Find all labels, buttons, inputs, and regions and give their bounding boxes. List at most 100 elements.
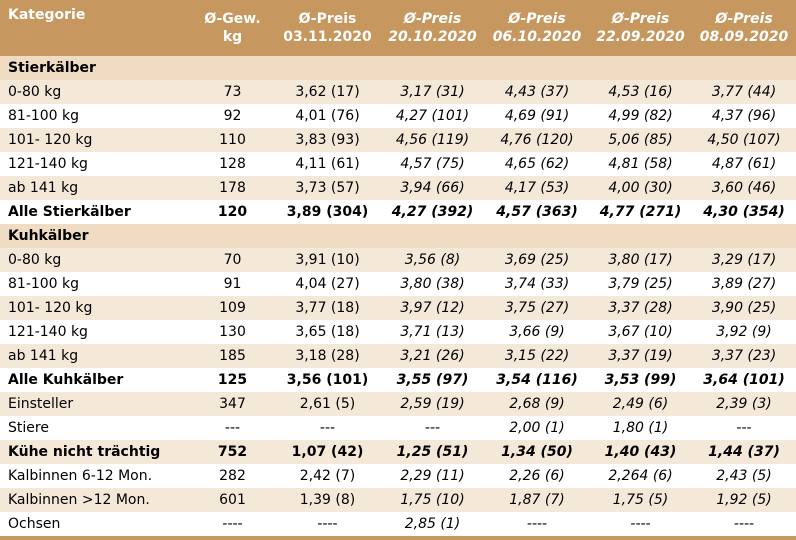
- weight-cell: 347: [190, 392, 275, 416]
- price-cell: 3,80 (17): [589, 248, 692, 272]
- price-cell: 3,37 (23): [692, 344, 796, 368]
- table-row: 81-100 kg 91 4,04 (27) 3,80 (38) 3,74 (33) 3,…: [0, 272, 796, 296]
- price-cell: 3,55 (97): [380, 368, 485, 392]
- section-row: Kuhkälber: [0, 224, 796, 248]
- price-cell: 4,76 (120): [485, 128, 589, 152]
- price-cell: 4,30 (354): [692, 200, 796, 224]
- price-cell: 3,92 (9): [692, 320, 796, 344]
- price-cell: 4,04 (27): [275, 272, 380, 296]
- price-cell: [485, 224, 589, 248]
- table-row: 121-140 kg 128 4,11 (61) 4,57 (75) 4,65 (62)…: [0, 152, 796, 176]
- price-cell: 4,69 (91): [485, 104, 589, 128]
- header-preis-5: Ø-Preis 08.09.2020: [692, 0, 796, 56]
- price-cell: 2,49 (6): [589, 392, 692, 416]
- price-cell: 2,42 (7): [275, 464, 380, 488]
- table-row: 101- 120 kg 110 3,83 (93) 4,56 (119) 4,76 (1…: [0, 128, 796, 152]
- price-cell: 3,97 (12): [380, 296, 485, 320]
- price-cell: 3,18 (28): [275, 344, 380, 368]
- weight-cell: 601: [190, 488, 275, 512]
- table-row: Alle Stierkälber 120 3,89 (304) 4,27 (392) 4…: [0, 200, 796, 224]
- table-row: Ochsen ---- ---- 2,85 (1) ---- ---- ----: [0, 512, 796, 536]
- price-cell: 4,77 (271): [589, 200, 692, 224]
- category-cell: ab 141 kg: [0, 176, 190, 200]
- category-cell: 121-140 kg: [0, 320, 190, 344]
- table-row: ab 141 kg 178 3,73 (57) 3,94 (66) 4,17 (53) 4…: [0, 176, 796, 200]
- price-cell: 3,54 (116): [485, 368, 589, 392]
- price-cell: ---: [275, 416, 380, 440]
- weight-cell: 185: [190, 344, 275, 368]
- header-gewicht: Ø-Gew. kg: [190, 0, 275, 56]
- price-cell: 3,21 (26): [380, 344, 485, 368]
- weight-cell: 130: [190, 320, 275, 344]
- weight-cell: 178: [190, 176, 275, 200]
- price-cell: 3,56 (8): [380, 248, 485, 272]
- price-cell: 4,11 (61): [275, 152, 380, 176]
- price-cell: 4,37 (96): [692, 104, 796, 128]
- table-row: 101- 120 kg 109 3,77 (18) 3,97 (12) 3,75 (27…: [0, 296, 796, 320]
- price-cell: 4,81 (58): [589, 152, 692, 176]
- price-cell: 2,26 (6): [485, 464, 589, 488]
- table-row: 0-80 kg 70 3,91 (10) 3,56 (8) 3,69 (25) 3,80 …: [0, 248, 796, 272]
- table-row: 81-100 kg 92 4,01 (76) 4,27 (101) 4,69 (91) 4…: [0, 104, 796, 128]
- category-cell: Alle Stierkälber: [0, 200, 190, 224]
- price-cell: 1,75 (10): [380, 488, 485, 512]
- category-cell: 81-100 kg: [0, 272, 190, 296]
- section-row: Stierkälber: [0, 56, 796, 80]
- price-cell: 4,17 (53): [485, 176, 589, 200]
- table-row: Einsteller 347 2,61 (5) 2,59 (19) 2,68 (9) 2,…: [0, 392, 796, 416]
- price-cell: 3,94 (66): [380, 176, 485, 200]
- weight-cell: 92: [190, 104, 275, 128]
- price-cell: 3,66 (9): [485, 320, 589, 344]
- price-cell: 4,53 (16): [589, 80, 692, 104]
- category-cell: ab 141 kg: [0, 344, 190, 368]
- price-cell: 3,29 (17): [692, 248, 796, 272]
- price-cell: 1,25 (51): [380, 440, 485, 464]
- price-cell: 3,83 (93): [275, 128, 380, 152]
- weight-cell: 91: [190, 272, 275, 296]
- price-cell: 1,44 (37): [692, 440, 796, 464]
- price-cell: 4,27 (101): [380, 104, 485, 128]
- category-cell: Stierkälber: [0, 56, 190, 80]
- price-cell: 4,01 (76): [275, 104, 380, 128]
- category-cell: Kalbinnen 6-12 Mon.: [0, 464, 190, 488]
- price-cell: ----: [692, 512, 796, 536]
- table-row: Alle Kuhkälber 125 3,56 (101) 3,55 (97) 3,54…: [0, 368, 796, 392]
- price-cell: 3,80 (38): [380, 272, 485, 296]
- price-cell: 4,43 (37): [485, 80, 589, 104]
- price-cell: 3,77 (44): [692, 80, 796, 104]
- price-cell: 1,75 (5): [589, 488, 692, 512]
- category-cell: 0-80 kg: [0, 80, 190, 104]
- price-cell: [275, 56, 380, 80]
- price-cell: 2,39 (3): [692, 392, 796, 416]
- price-cell: 3,77 (18): [275, 296, 380, 320]
- price-cell: 2,29 (11): [380, 464, 485, 488]
- category-cell: 101- 120 kg: [0, 296, 190, 320]
- price-cell: 3,53 (99): [589, 368, 692, 392]
- price-cell: 3,62 (17): [275, 80, 380, 104]
- price-cell: ----: [275, 512, 380, 536]
- price-cell: 3,73 (57): [275, 176, 380, 200]
- header-preis-3: Ø-Preis 06.10.2020: [485, 0, 589, 56]
- price-cell: [275, 224, 380, 248]
- weight-cell: 752: [190, 440, 275, 464]
- price-cell: 3,67 (10): [589, 320, 692, 344]
- category-cell: Kalbinnen >12 Mon.: [0, 488, 190, 512]
- price-cell: 4,56 (119): [380, 128, 485, 152]
- price-cell: [485, 56, 589, 80]
- price-cell: 1,39 (8): [275, 488, 380, 512]
- weight-cell: ----: [190, 512, 275, 536]
- weight-cell: 120: [190, 200, 275, 224]
- table-row: 0-80 kg 73 3,62 (17) 3,17 (31) 4,43 (37) 4,53…: [0, 80, 796, 104]
- table-row: Stiere --- --- --- 2,00 (1) 1,80 (1) ---: [0, 416, 796, 440]
- category-cell: Kuhkälber: [0, 224, 190, 248]
- price-cell: 4,87 (61): [692, 152, 796, 176]
- price-cell: 4,57 (363): [485, 200, 589, 224]
- weight-cell: [190, 56, 275, 80]
- price-cell: 2,00 (1): [485, 416, 589, 440]
- category-cell: Ochsen: [0, 512, 190, 536]
- price-cell: 3,90 (25): [692, 296, 796, 320]
- price-cell: 3,75 (27): [485, 296, 589, 320]
- price-cell: 3,65 (18): [275, 320, 380, 344]
- price-cell: 4,99 (82): [589, 104, 692, 128]
